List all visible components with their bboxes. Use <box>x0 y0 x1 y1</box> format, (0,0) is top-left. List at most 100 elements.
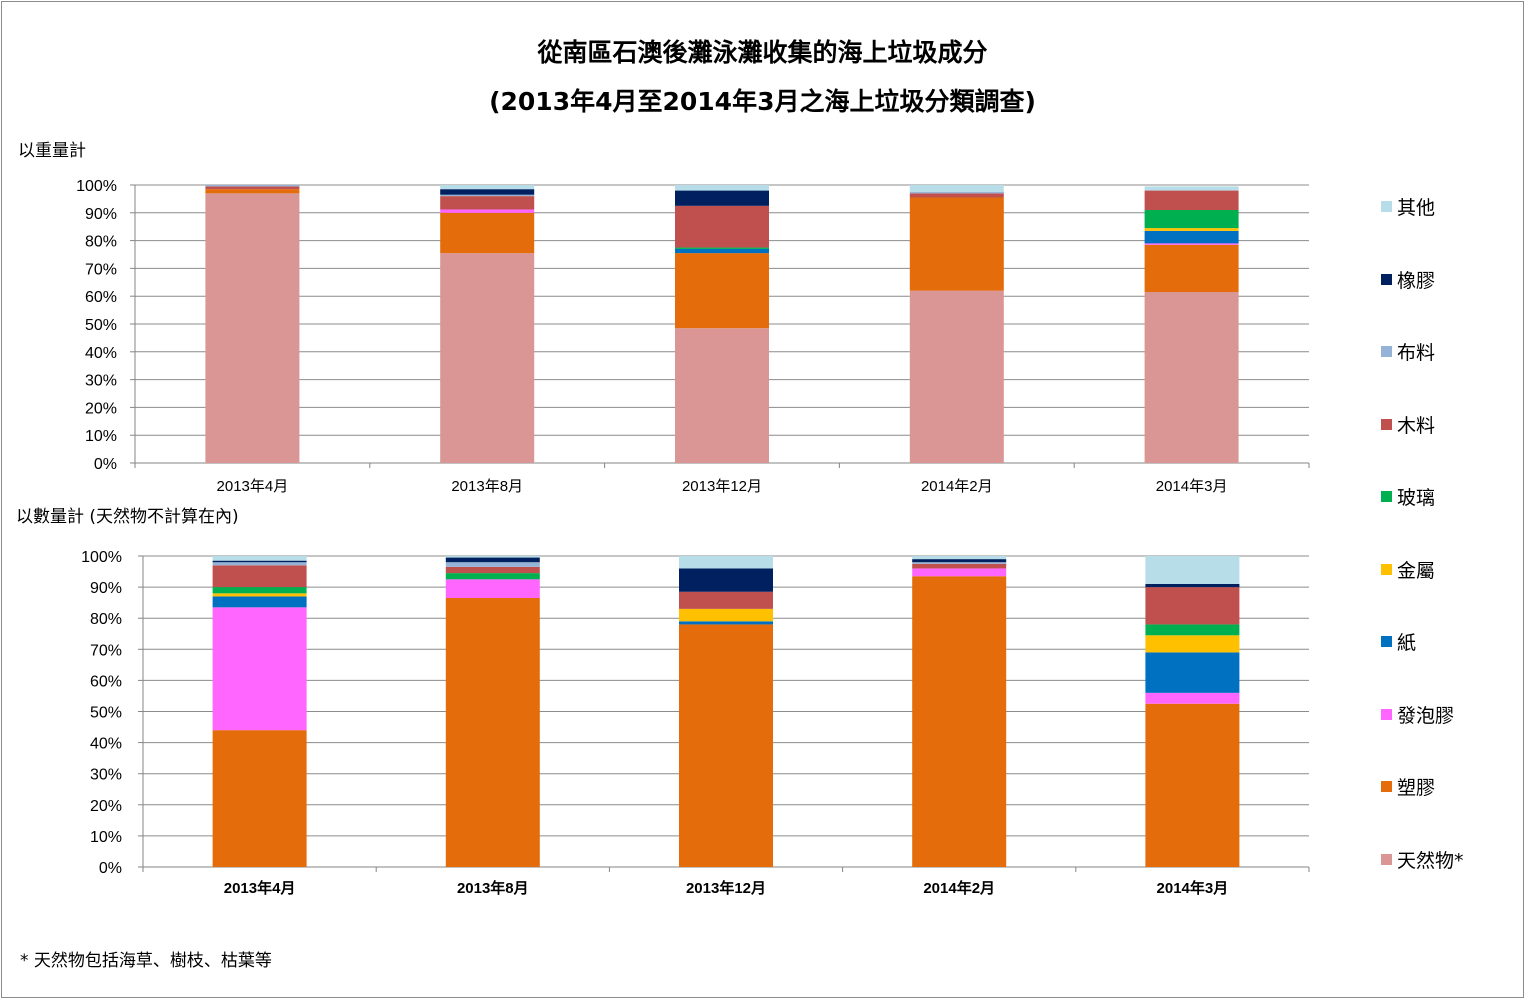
weight-bar-segment <box>1144 230 1239 244</box>
count-bar-segment <box>445 557 540 563</box>
count-bar-segment <box>445 579 540 598</box>
weight-bar-segment <box>205 193 300 463</box>
count-y-tick-label: 10% <box>90 829 122 846</box>
weight-bar-segment <box>205 186 300 190</box>
count-bar-segment <box>1145 587 1240 625</box>
weight-y-tick-label: 10% <box>85 428 117 445</box>
count-bar-segment <box>679 568 773 592</box>
count-bar-segment <box>679 591 773 609</box>
weight-bar-segment <box>1144 210 1239 229</box>
count-bar-segment <box>445 562 540 567</box>
count-y-tick-label: 100% <box>81 549 122 566</box>
count-bar-segment <box>912 568 1007 577</box>
count-y-tick-label: 70% <box>90 642 122 659</box>
weight-bar-segment <box>675 185 769 191</box>
weight-x-tick-label: 2014年3月 <box>1156 478 1228 495</box>
count-y-tick-label: 60% <box>90 673 122 690</box>
count-bar-segment <box>212 596 307 608</box>
weight-bar-segment <box>1144 243 1239 245</box>
count-bar-segment <box>1145 624 1240 636</box>
count-x-tick-label: 2013年12月 <box>686 879 766 897</box>
count-y-tick-label: 0% <box>99 860 122 877</box>
count-bar-segment <box>212 607 307 731</box>
weight-bar-segment <box>909 185 1004 192</box>
count-bar-segment <box>912 576 1007 867</box>
weight-bar-segment <box>440 196 535 210</box>
count-bar-segment <box>679 556 773 569</box>
count-bar-segment <box>912 562 1007 564</box>
weight-bar-segment <box>675 248 769 254</box>
count-bar-segment <box>445 597 540 867</box>
weight-bar-segment <box>909 191 1004 194</box>
count-y-tick-label: 20% <box>90 798 122 815</box>
weight-bar-segment <box>440 185 535 190</box>
count-bar-segment <box>212 593 307 597</box>
count-bar-segment <box>1145 652 1240 693</box>
weight-x-tick-label: 2014年2月 <box>921 478 993 495</box>
legend-swatch <box>1381 346 1392 357</box>
count-bar-segment <box>445 573 540 580</box>
count-bar-segment <box>1145 703 1240 867</box>
count-y-tick-label: 90% <box>90 580 122 597</box>
legend-label: 天然物* <box>1397 849 1464 872</box>
legend-label: 紙 <box>1397 632 1417 654</box>
weight-x-tick-label: 2013年4月 <box>217 478 289 495</box>
legend-label: 其他 <box>1397 197 1436 219</box>
weight-bar-segment <box>205 189 300 194</box>
count-bar-segment <box>912 563 1007 569</box>
weight-bar-segment <box>1144 186 1239 191</box>
weight-y-tick-label: 100% <box>76 178 117 195</box>
weight-bar-segment <box>205 185 300 187</box>
weight-y-tick-label: 30% <box>85 373 117 390</box>
legend-label: 玻璃 <box>1397 487 1436 509</box>
weight-bar-segment <box>909 193 1004 198</box>
count-bar-segment <box>912 556 1007 560</box>
count-bar-segment <box>445 556 540 558</box>
weight-bar-segment <box>675 205 769 248</box>
count-bar-segment <box>1145 635 1240 653</box>
weight-bar-segment <box>675 328 769 463</box>
count-bar-segment <box>1145 583 1240 588</box>
weight-bar-segment <box>675 247 769 249</box>
weight-bar-segment <box>1144 228 1239 231</box>
weight-x-tick-label: 2013年12月 <box>682 478 762 495</box>
weight-x-tick-label: 2013年8月 <box>451 478 523 495</box>
chart-title-line1: 從南區石澳後灘泳灘收集的海上垃圾成分 <box>537 38 988 67</box>
weight-y-tick-label: 0% <box>94 456 117 473</box>
weight-bar-segment <box>675 190 769 206</box>
count-bar-segment <box>212 565 307 588</box>
legend-label: 塑膠 <box>1397 777 1436 799</box>
count-chart-label: 以數量計 (天然物不計算在內) <box>16 507 239 527</box>
legend-swatch <box>1381 708 1392 720</box>
weight-bar-segment <box>909 197 1004 291</box>
count-bar-segment <box>212 560 307 563</box>
count-bar-segment <box>679 621 773 625</box>
legend-swatch <box>1381 636 1392 647</box>
count-x-tick-label: 2013年8月 <box>457 879 529 897</box>
legend-swatch <box>1381 563 1392 575</box>
legend-label: 布料 <box>1397 342 1436 364</box>
count-bar-segment <box>212 556 307 561</box>
weight-y-tick-label: 90% <box>85 206 117 223</box>
weight-y-tick-label: 60% <box>85 289 117 306</box>
footnote: * 天然物包括海草、樹枝、枯葉等 <box>20 951 272 971</box>
legend-swatch <box>1381 418 1392 430</box>
weight-bar-segment <box>1144 190 1239 211</box>
count-bar-segment <box>1145 556 1240 584</box>
count-bar-segment <box>445 566 540 574</box>
weight-y-tick-label: 70% <box>85 261 117 278</box>
count-bar-segment <box>212 562 307 566</box>
legend-swatch <box>1381 201 1392 212</box>
count-y-tick-label: 80% <box>90 611 122 628</box>
count-y-tick-label: 40% <box>90 736 122 753</box>
weight-bar-segment <box>1144 292 1239 463</box>
legend-label: 木料 <box>1397 414 1436 437</box>
count-bar-segment <box>679 624 773 867</box>
count-x-tick-label: 2014年3月 <box>1157 879 1229 897</box>
weight-y-tick-label: 20% <box>85 400 117 417</box>
legend-swatch <box>1381 273 1392 285</box>
count-bar-segment <box>1145 692 1240 704</box>
count-y-tick-label: 30% <box>90 767 122 784</box>
